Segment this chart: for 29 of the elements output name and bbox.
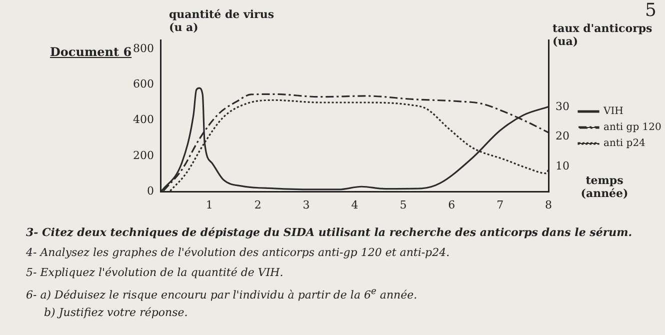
text: b) Justifiez votre réponse. (44, 306, 188, 319)
text: Document 6 (50, 45, 132, 59)
legend-label: anti p24 (604, 138, 646, 150)
text: 5- Expliquez l'évolution de la quantité de VIH. (26, 266, 284, 279)
y-tick-label: 800 (132, 42, 154, 55)
text: 5 (645, 0, 656, 21)
y-tick-label: 600 (132, 78, 154, 91)
y-tick-label: 400 (132, 113, 154, 126)
y2-tick-label: 30 (556, 100, 570, 113)
text: 3- Citez deux techniques de dépistage du SIDA utilisant la recherche des anticorps dans le sérum. (26, 226, 632, 239)
x-tick-label: 8 (545, 198, 552, 212)
x-axis-title: temps (année) (580, 174, 630, 200)
x-tick-label: 5 (400, 198, 407, 212)
x-tick-label: 1 (206, 198, 213, 212)
x-tick-label: 3 (302, 198, 310, 212)
y-axis-title: quantité de virus (u a) (168, 8, 276, 34)
text: 4- Analysez les graphes de l'évolution des anticorps anti-gp 120 et anti-p24. (26, 246, 450, 259)
y-tick-label: 200 (132, 148, 154, 162)
y-tick-label: 0 (146, 184, 154, 198)
y2-tick-label: 20 (556, 130, 570, 143)
y2-tick-label: 10 (556, 159, 570, 172)
text: 6- a) Déduisez le risque encouru par l'individu à partir de la 6$^{e}$ année. (26, 286, 418, 302)
x-tick-label: 4 (351, 198, 358, 212)
x-tick-label: 6 (448, 198, 456, 212)
x-tick-label: 2 (254, 198, 262, 212)
y2-axis-title: taux d'anticorps (ua) (552, 22, 654, 48)
legend-label: VIH (602, 106, 624, 118)
x-tick-label: 7 (496, 198, 504, 212)
legend-label: anti gp 120 (604, 122, 662, 134)
